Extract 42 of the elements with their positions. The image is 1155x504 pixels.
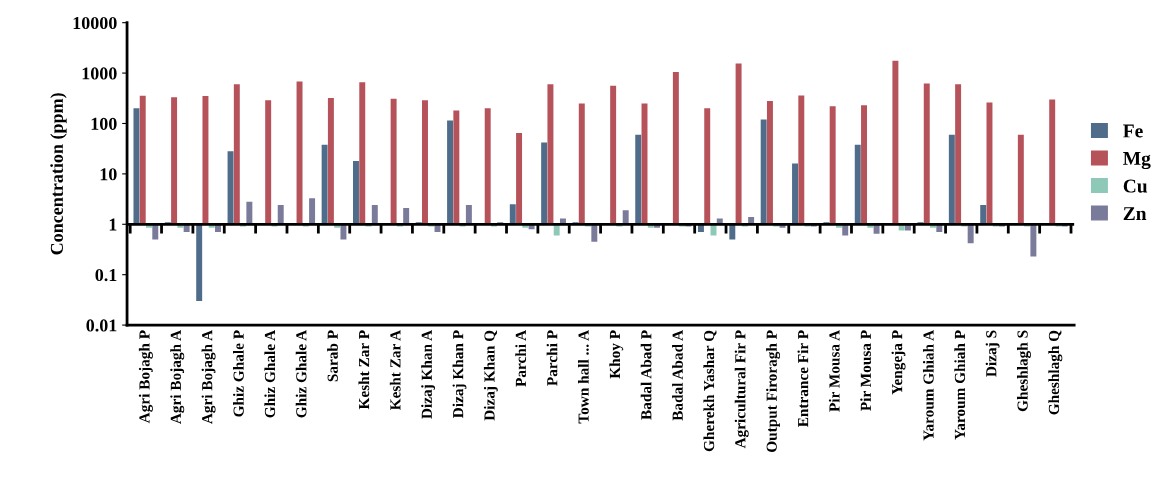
y-tick-label: 1 xyxy=(109,218,117,231)
y-tick-label: 10 xyxy=(100,168,117,181)
x-tick-label: Dizaj Khan Q xyxy=(483,330,498,421)
x-tick-label: Agri Bojagh P xyxy=(138,330,153,424)
x-tick-label: Agricultural Fir P xyxy=(734,330,749,449)
legend-label: Mg xyxy=(1123,152,1151,170)
x-tick-label: Yaroum Ghiah P xyxy=(954,330,966,440)
y-axis-title: Concentration (ppm) xyxy=(50,93,67,255)
x-tick-label: Gheshlagh S xyxy=(1016,330,1031,412)
x-tick-label: Pir Mousa A xyxy=(828,330,840,412)
y-tick-label: 10000 xyxy=(73,16,117,30)
x-tick-label: Gheshlagh Q xyxy=(1048,330,1063,415)
x-tick-label: Agri Bojagh A xyxy=(170,330,185,425)
x-tick-label: Badal Abad A xyxy=(672,330,683,421)
x-tick-label: Yaroum Ghiah A xyxy=(922,330,934,441)
x-tick-label: Town hall ... A xyxy=(577,330,589,424)
x-tick-label: Output Firoragh P xyxy=(766,330,781,452)
y-tick-label: 100 xyxy=(91,117,117,130)
x-tick-label: Sarab P xyxy=(327,330,338,382)
x-tick-label: Agri Bojagh A xyxy=(201,330,216,425)
x-tick-label: Dizaj Khan P xyxy=(452,330,467,418)
x-tick-label: Parchi P xyxy=(546,330,558,386)
x-tick-label: Kesht Zar A xyxy=(389,330,401,411)
legend-label: Zn xyxy=(1123,207,1147,220)
x-tick-label: Kesht Zar P xyxy=(358,330,370,410)
legend-label: Cu xyxy=(1123,179,1148,193)
x-tick-label: Dizaj S xyxy=(985,330,1000,377)
y-tick-label: 0.01 xyxy=(86,319,117,332)
x-tick-label: Ghiz Ghale A xyxy=(264,330,276,418)
legend-label: Fe xyxy=(1123,124,1143,138)
x-tick-label: Dizaj Khan A xyxy=(421,330,436,419)
x-tick-label: Ghiz Ghale A xyxy=(295,330,307,418)
x-tick-label: Parchi A xyxy=(515,330,527,387)
x-tick-label: Pir Mousa P xyxy=(860,330,872,411)
y-tick-label: 1000 xyxy=(82,67,117,80)
x-tick-label: Entrance Fir P xyxy=(797,330,809,427)
x-tick-label: Khoy P xyxy=(609,330,624,379)
x-tick-label: Badal Abad P xyxy=(640,330,652,420)
y-tick-label: 0.1 xyxy=(95,268,117,282)
x-tick-label: Gherekh Yashar Q xyxy=(703,330,717,452)
x-tick-label: Yengeja P xyxy=(891,330,906,395)
x-tick-label: Ghiz Ghale P xyxy=(233,330,244,417)
